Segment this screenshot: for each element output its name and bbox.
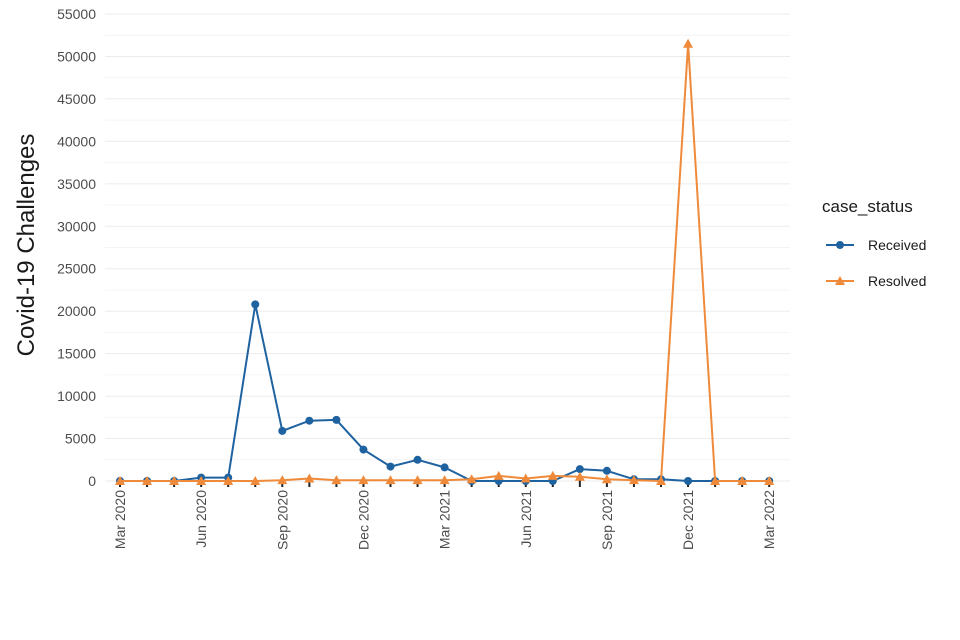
y-tick-label: 0: [88, 473, 96, 489]
data-point: [575, 465, 584, 474]
series-received: [116, 300, 774, 485]
series-line: [120, 42, 770, 482]
y-tick-label: 20000: [57, 303, 96, 319]
x-tick-label: Mar 2021: [437, 490, 453, 549]
data-point: [250, 476, 261, 485]
data-point: [656, 476, 666, 485]
series-line: [120, 303, 770, 482]
data-point: [683, 38, 694, 48]
y-tick-label: 5000: [65, 431, 96, 447]
legend-label: Received: [868, 237, 926, 253]
data-point: [412, 475, 423, 485]
data-point: [628, 475, 639, 485]
y-tick-label: 50000: [57, 48, 96, 64]
data-point: [385, 475, 396, 485]
data-point: [115, 476, 125, 485]
y-tick-label: 35000: [57, 176, 96, 192]
y-tick-label: 25000: [57, 261, 96, 277]
data-point: [574, 471, 585, 481]
data-point: [764, 476, 775, 485]
data-point: [358, 475, 369, 485]
x-tick-label: Jun 2021: [518, 490, 534, 548]
y-tick-label: 30000: [57, 218, 96, 234]
data-point: [520, 473, 531, 483]
x-axis: Mar 2020 Jun 2020 Sep 2020 Dec 2020 Mar 2021…: [112, 479, 777, 550]
data-point: [547, 470, 558, 480]
x-tick-label: Dec 2021: [680, 490, 696, 550]
data-point: [277, 475, 288, 485]
data-point: [602, 466, 611, 475]
data-point: [493, 470, 504, 480]
plot-area: [115, 38, 775, 485]
x-tick-label: Sep 2021: [599, 490, 615, 550]
x-tick-label: Dec 2020: [355, 490, 371, 550]
y-tick-label: 45000: [57, 91, 96, 107]
legend-label: Resolved: [868, 273, 926, 289]
data-point: [359, 445, 368, 454]
data-point: [196, 476, 207, 485]
legend: case_status Received Resolved: [822, 197, 926, 289]
data-point: [386, 462, 395, 471]
data-point: [684, 477, 693, 485]
data-point: [251, 300, 260, 309]
data-point: [304, 473, 315, 483]
x-tick-label: Sep 2020: [274, 490, 290, 550]
series-resolved: [115, 38, 775, 485]
y-tick-label: 40000: [57, 133, 96, 149]
y-tick-label: 15000: [57, 346, 96, 362]
data-point: [466, 474, 477, 484]
data-point: [331, 475, 342, 485]
data-point: [332, 415, 341, 424]
x-tick-label: Jun 2020: [193, 490, 209, 548]
data-point: [305, 416, 314, 425]
data-point: [413, 455, 422, 464]
y-tick-label: 10000: [57, 388, 96, 404]
y-axis: 0 5000 10000 15000 20000 25000 30000 35000 40000…: [57, 6, 96, 489]
data-point: [439, 475, 450, 485]
legend-title: case_status: [822, 197, 913, 216]
x-tick-label: Mar 2020: [112, 490, 128, 549]
x-tick-label: Mar 2022: [761, 490, 777, 549]
legend-key-marker: [835, 276, 845, 285]
data-point: [278, 426, 287, 435]
y-tick-label: 55000: [57, 6, 96, 22]
data-point: [142, 476, 153, 485]
data-point: [710, 476, 721, 485]
data-point: [601, 474, 612, 484]
data-point: [223, 476, 234, 485]
grid: [105, 13, 790, 482]
data-point: [440, 463, 449, 472]
data-point: [737, 476, 748, 485]
y-axis-title: Covid-19 Challenges: [13, 134, 40, 357]
data-point: [169, 476, 180, 485]
legend-key-marker: [836, 241, 844, 249]
